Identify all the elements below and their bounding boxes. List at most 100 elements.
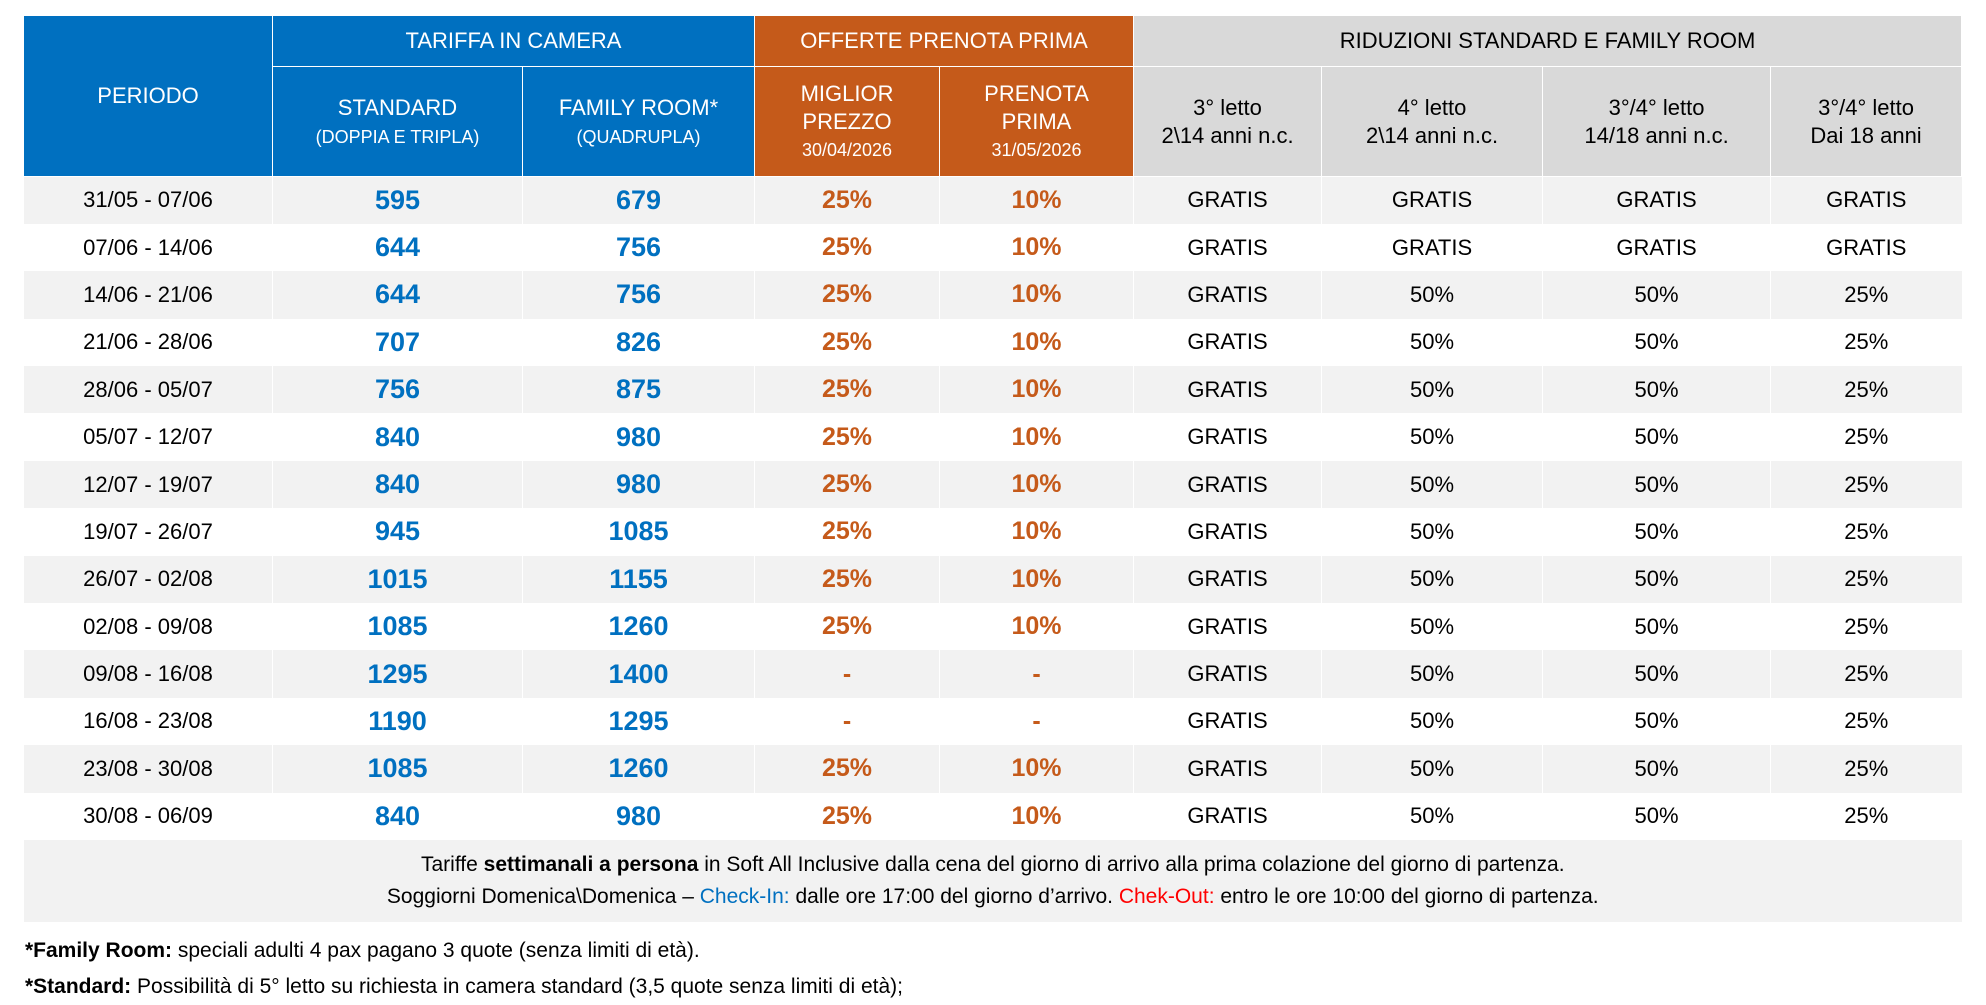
discount-miglior-prezzo: 25%: [754, 271, 940, 319]
reduction-4-letto: 50%: [1321, 650, 1543, 698]
reduction-3-letto: GRATIS: [1133, 366, 1322, 414]
discount-prenota-prima: 10%: [939, 413, 1134, 461]
reduction-3-letto: GRATIS: [1133, 697, 1322, 746]
discount-prenota-prima: 10%: [939, 555, 1134, 604]
price-standard: 595: [272, 176, 523, 224]
reduction-3-letto: GRATIS: [1133, 318, 1322, 367]
reduction-4-letto: 50%: [1321, 508, 1543, 556]
discount-miglior-prezzo: 25%: [754, 603, 940, 651]
price-standard: 840: [272, 413, 523, 461]
price-standard: 1085: [272, 745, 523, 793]
discount-miglior-prezzo: 25%: [754, 460, 940, 509]
price-family: 756: [521, 271, 755, 319]
reduction-3-letto: GRATIS: [1133, 223, 1322, 272]
period: 23/08 - 30/08: [23, 745, 273, 793]
reduction-3-letto: GRATIS: [1133, 745, 1322, 793]
price-standard: 707: [272, 318, 523, 367]
discount-prenota-prima: 10%: [939, 176, 1134, 224]
reduction-4-letto: 50%: [1321, 413, 1543, 461]
price-standard: 840: [272, 460, 523, 509]
footer-info: Tariffe settimanali a persona in Soft Al…: [22, 839, 1962, 922]
reduction-34-teen: 50%: [1542, 555, 1771, 604]
reduction-3-letto: GRATIS: [1133, 176, 1322, 224]
reduction-4-letto: 50%: [1321, 697, 1543, 746]
period: 28/06 - 05/07: [23, 366, 273, 414]
period: 07/06 - 14/06: [23, 223, 273, 272]
reduction-34-teen: 50%: [1542, 271, 1771, 319]
period: 19/07 - 26/07: [23, 508, 273, 556]
reduction-4-letto: 50%: [1321, 366, 1543, 414]
reduction-34-adult: 25%: [1770, 413, 1962, 461]
reduction-34-adult: 25%: [1770, 745, 1962, 793]
price-family: 1085: [521, 508, 755, 556]
price-family: 1295: [521, 697, 755, 746]
table-row: 21/06 - 28/06 707 826 25% 10% GRATIS 50% 50% 25%: [23, 318, 1962, 367]
reduction-34-adult: 25%: [1770, 271, 1962, 319]
reduction-34-adult: 25%: [1770, 460, 1962, 509]
price-standard: 1190: [272, 697, 523, 746]
reduction-4-letto: 50%: [1321, 318, 1543, 367]
header-family: FAMILY ROOM* (QUADRUPLA): [521, 66, 756, 177]
reduction-3-letto: GRATIS: [1133, 792, 1322, 840]
price-standard: 644: [272, 223, 523, 272]
discount-miglior-prezzo: -: [754, 697, 940, 746]
reduction-4-letto: GRATIS: [1321, 176, 1543, 224]
price-family: 1155: [521, 555, 755, 604]
table-row: 09/08 - 16/08 1295 1400- - GRATIS 50% 50% 25%: [23, 650, 1962, 698]
header-offerte: OFFERTE PRENOTA PRIMA: [754, 15, 1135, 67]
table-row: 19/07 - 26/07 945 1085 25% 10% GRATIS 50% 50% 25…: [23, 508, 1962, 556]
discount-miglior-prezzo: 25%: [754, 508, 940, 556]
table-row: 26/07 - 02/08 1015 1155 25% 10% GRATIS 50% 50% 2…: [23, 555, 1962, 604]
discount-miglior-prezzo: -: [754, 650, 940, 698]
header-prenota-prima: PRENOTA PRIMA 31/05/2026: [939, 66, 1135, 177]
discount-prenota-prima: -: [939, 697, 1134, 746]
discount-miglior-prezzo: 25%: [754, 176, 940, 224]
reduction-34-adult: 25%: [1770, 366, 1962, 414]
reduction-4-letto: 50%: [1321, 460, 1543, 509]
reduction-34-adult: 25%: [1770, 792, 1962, 840]
discount-prenota-prima: 10%: [939, 745, 1134, 793]
period: 30/08 - 06/09: [23, 792, 273, 840]
reduction-3-letto: GRATIS: [1133, 603, 1322, 651]
reduction-34-teen: 50%: [1542, 460, 1771, 509]
price-family: 1260: [521, 745, 755, 793]
reduction-3-letto: GRATIS: [1133, 271, 1322, 319]
table-row: 07/06 - 14/06 644 756 25% 10% GRATIS GRATIS GRA…: [23, 223, 1962, 272]
period: 31/05 - 07/06: [23, 176, 273, 224]
reduction-34-teen: 50%: [1542, 603, 1771, 651]
period: 14/06 - 21/06: [23, 271, 273, 319]
period: 16/08 - 23/08: [23, 697, 273, 746]
header-4-letto: 4° letto 2\14 anni n.c.: [1321, 66, 1544, 177]
price-family: 1400: [521, 650, 755, 698]
table-row: 23/08 - 30/08 1085 1260 25% 10% GRATIS 50% 50% 2…: [23, 745, 1962, 793]
price-standard: 756: [272, 366, 523, 414]
reduction-34-teen: 50%: [1542, 413, 1771, 461]
discount-miglior-prezzo: 25%: [754, 745, 940, 793]
header-miglior-prezzo: MIGLIOR PREZZO 30/04/2026: [754, 66, 941, 177]
discount-prenota-prima: 10%: [939, 792, 1134, 840]
price-standard: 1015: [272, 555, 523, 604]
price-family: 980: [521, 460, 755, 509]
note-standard: *Standard: Possibilità di 5° letto su ri…: [25, 975, 903, 998]
period: 12/07 - 19/07: [23, 460, 273, 509]
discount-miglior-prezzo: 25%: [754, 366, 940, 414]
table-row: 02/08 - 09/08 1085 1260 25% 10% GRATIS 50% 50% 2…: [23, 603, 1962, 651]
header-periodo: PERIODO: [23, 15, 273, 177]
table-row: 12/07 - 19/07 840 980 25% 10% GRATIS 50% 50% 25%: [23, 460, 1962, 509]
reduction-34-adult: 25%: [1770, 508, 1962, 556]
reduction-34-teen: 50%: [1542, 745, 1771, 793]
reduction-34-adult: 25%: [1770, 603, 1962, 651]
discount-miglior-prezzo: 25%: [754, 223, 940, 272]
discount-miglior-prezzo: 25%: [754, 318, 940, 367]
reduction-3-letto: GRATIS: [1133, 555, 1322, 604]
period: 21/06 - 28/06: [23, 318, 273, 367]
header-34-letto-adult: 3°/4° letto Dai 18 anni: [1770, 66, 1963, 177]
reduction-3-letto: GRATIS: [1133, 650, 1322, 698]
period: 09/08 - 16/08: [23, 650, 273, 698]
reduction-34-adult: GRATIS: [1770, 223, 1962, 272]
period: 26/07 - 02/08: [23, 555, 273, 604]
discount-prenota-prima: -: [939, 650, 1134, 698]
footer-line-1: Tariffe settimanali a persona in Soft Al…: [420, 853, 1565, 877]
table-row: 05/07 - 12/07 840 980 25% 10% GRATIS 50% 50% 25%: [23, 413, 1962, 461]
discount-prenota-prima: 10%: [939, 366, 1134, 414]
